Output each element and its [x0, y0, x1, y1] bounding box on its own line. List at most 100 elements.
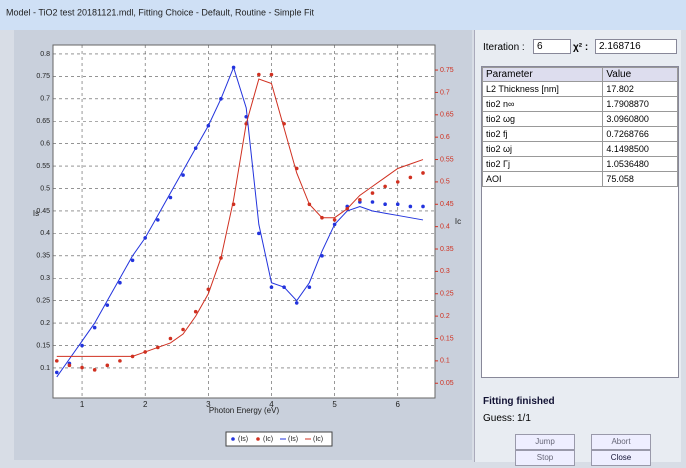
guess-label: Guess: [483, 413, 515, 424]
window-title: Model - TiO2 test 20181121.mdl, Fitting … [6, 7, 314, 17]
y-tick-label: 0.4 [40, 230, 50, 237]
legend-label: (Ic) [263, 436, 273, 443]
data-point [80, 344, 84, 348]
data-point [68, 364, 72, 368]
plot-area [53, 45, 435, 398]
data-point [169, 337, 173, 341]
table-row: AOI75.058 [483, 172, 678, 187]
y-tick-label: 0.25 [36, 298, 50, 305]
y2-tick-label: 0.05 [440, 380, 454, 387]
table-cell: AOI [483, 172, 603, 187]
y-tick-label: 0.7 [40, 96, 50, 103]
data-point [257, 73, 261, 77]
table-cell: tio2 Γj [483, 157, 603, 172]
table-cell: tio2 ωj [483, 142, 603, 157]
header-cell: Parameter [483, 68, 603, 82]
y2-tick-label: 0.15 [440, 335, 454, 342]
y-tick-label: 0.3 [40, 275, 50, 282]
data-point [295, 301, 299, 305]
data-point [371, 191, 375, 195]
table-cell: 17.802 [603, 82, 678, 97]
y2-tick-label: 0.6 [440, 134, 450, 141]
data-point [93, 368, 97, 372]
header-cell: Value [603, 68, 678, 82]
data-point [106, 364, 110, 368]
y-tick-label: 0.6 [40, 141, 50, 148]
y-tick-label: 0.65 [36, 118, 50, 125]
data-point [333, 218, 337, 222]
y2-axis-label: Ic [455, 217, 461, 226]
y2-tick-label: 0.75 [440, 67, 454, 74]
stop-button[interactable]: Stop [515, 450, 575, 466]
guess-value: 1/1 [517, 413, 531, 424]
y-tick-label: 0.55 [36, 163, 50, 170]
y-tick-label: 0.35 [36, 253, 50, 260]
y2-tick-label: 0.65 [440, 112, 454, 119]
chi-label: χ² : [573, 42, 588, 53]
data-point [383, 202, 387, 206]
legend-label: (Is) [288, 436, 298, 443]
data-point [55, 371, 59, 375]
table-row: tio2 Γj1.0536480 [483, 157, 678, 172]
x-tick-label: 1 [80, 400, 85, 409]
y-tick-label: 0.8 [40, 51, 50, 58]
y2-tick-label: 0.5 [440, 179, 450, 186]
data-point [409, 205, 413, 209]
close-button[interactable]: Close [591, 450, 651, 466]
table-cell: tio2 ωg [483, 112, 603, 127]
data-point [118, 359, 122, 363]
legend-label: (Is) [238, 436, 248, 443]
data-point [358, 198, 362, 202]
table-cell: L2 Thickness [nm] [483, 82, 603, 97]
data-point [181, 328, 185, 332]
jump-button[interactable]: Jump [515, 434, 575, 450]
table-cell: 1.7908870 [603, 97, 678, 112]
y-tick-label: 0.5 [40, 185, 50, 192]
x-tick-label: 5 [332, 400, 337, 409]
y2-tick-label: 0.3 [440, 268, 450, 275]
x-tick-label: 4 [269, 400, 274, 409]
x-tick-label: 2 [143, 400, 148, 409]
data-point [421, 171, 425, 175]
y2-tick-label: 0.7 [440, 89, 450, 96]
table-row: L2 Thickness [nm]17.802 [483, 82, 678, 97]
y-tick-label: 0.1 [40, 365, 50, 372]
iteration-label: Iteration : [483, 42, 525, 53]
status: Fitting finished [483, 396, 555, 407]
data-point [93, 326, 97, 330]
window: Model - TiO2 test 20181121.mdl, Fitting … [0, 0, 686, 468]
data-point [308, 285, 312, 289]
x-tick-label: 6 [396, 400, 401, 409]
y-tick-label: 0.45 [36, 208, 50, 215]
table-cell: 4.1498500 [603, 142, 678, 157]
legend-swatch [256, 437, 260, 441]
data-point [371, 200, 375, 204]
data-point [270, 285, 274, 289]
y2-tick-label: 0.2 [440, 313, 450, 320]
y2-tick-label: 0.4 [440, 223, 450, 230]
data-point [383, 185, 387, 189]
data-point [55, 359, 59, 363]
x-tick-label: 3 [206, 400, 211, 409]
y-tick-label: 0.15 [36, 342, 50, 349]
table-cell: 0.7268766 [603, 127, 678, 142]
legend-label: (Ic) [313, 436, 323, 443]
table-cell: 1.0536480 [603, 157, 678, 172]
y2-tick-label: 0.1 [440, 358, 450, 365]
chi-field: 2.168716 [595, 39, 677, 54]
data-point [409, 176, 413, 180]
data-point [421, 205, 425, 209]
legend-swatch [231, 437, 235, 441]
y2-tick-label: 0.55 [440, 156, 454, 163]
data-point [396, 202, 400, 206]
iteration-field: 6 [533, 39, 571, 54]
y-tick-label: 0.75 [36, 73, 50, 80]
abort-button[interactable]: Abort [591, 434, 651, 450]
y2-tick-label: 0.25 [440, 291, 454, 298]
